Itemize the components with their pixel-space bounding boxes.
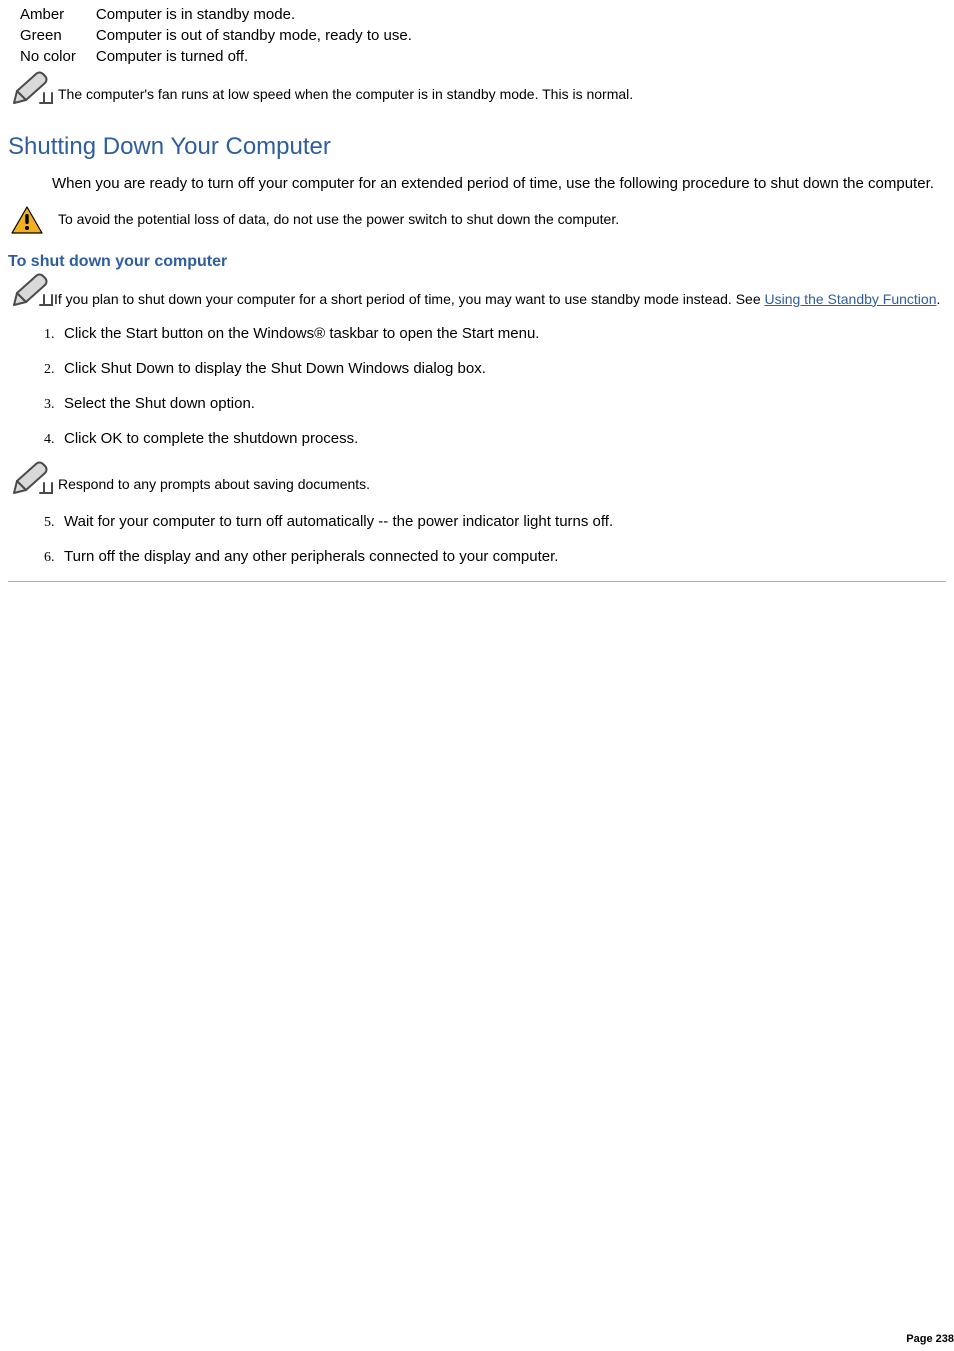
intro-paragraph: When you are ready to turn off your comp…	[52, 173, 946, 195]
list-item: Click Shut Down to display the Shut Down…	[58, 358, 946, 379]
note-standby: If you plan to shut down your computer f…	[8, 275, 946, 309]
status-table: Amber Computer is in standby mode. Green…	[20, 4, 412, 67]
list-item: Turn off the display and any other perip…	[58, 546, 946, 567]
horizontal-rule	[8, 581, 946, 582]
warning-icon	[10, 205, 44, 235]
page-number: Page 238	[906, 1333, 954, 1345]
page-container: Amber Computer is in standby mode. Green…	[0, 0, 954, 1351]
subheading-procedure: To shut down your computer	[8, 253, 946, 271]
note-fan-text: The computer's fan runs at low speed whe…	[54, 85, 633, 107]
list-item: Click OK to complete the shutdown proces…	[58, 428, 946, 449]
note-standby-prefix: If you plan to shut down your computer f…	[54, 291, 765, 307]
note-standby-text: If you plan to shut down your computer f…	[54, 275, 946, 309]
table-row: No color Computer is turned off.	[20, 46, 412, 67]
warning-text: To avoid the potential loss of data, do …	[58, 210, 619, 230]
warning-row: To avoid the potential loss of data, do …	[8, 205, 946, 235]
status-desc: Computer is turned off.	[96, 46, 412, 67]
steps-list-a: Click the Start button on the Windows® t…	[30, 323, 946, 449]
heading-shutdown: Shutting Down Your Computer	[8, 133, 946, 161]
standby-link[interactable]: Using the Standby Function	[765, 291, 937, 307]
pencil-note-icon	[8, 69, 54, 107]
status-label: Green	[20, 25, 96, 46]
status-desc: Computer is in standby mode.	[96, 4, 412, 25]
status-label: Amber	[20, 4, 96, 25]
list-item: Select the Shut down option.	[58, 393, 946, 414]
note-fan: The computer's fan runs at low speed whe…	[8, 69, 946, 107]
status-label: No color	[20, 46, 96, 67]
note-respond-text: Respond to any prompts about saving docu…	[54, 475, 370, 497]
status-desc: Computer is out of standby mode, ready t…	[96, 25, 412, 46]
list-item: Wait for your computer to turn off autom…	[58, 511, 946, 532]
note-standby-suffix: .	[937, 291, 941, 307]
table-row: Amber Computer is in standby mode.	[20, 4, 412, 25]
pencil-note-icon	[8, 459, 54, 497]
pencil-note-icon	[8, 271, 54, 309]
note-respond: Respond to any prompts about saving docu…	[8, 459, 946, 497]
list-item: Click the Start button on the Windows® t…	[58, 323, 946, 344]
steps-list-b: Wait for your computer to turn off autom…	[30, 511, 946, 567]
table-row: Green Computer is out of standby mode, r…	[20, 25, 412, 46]
